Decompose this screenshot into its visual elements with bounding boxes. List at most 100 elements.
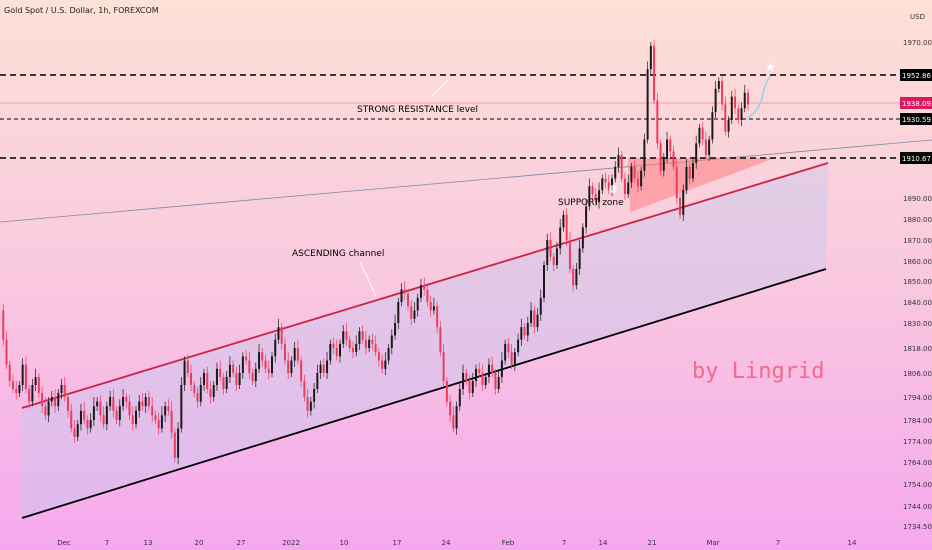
candle-body — [287, 360, 290, 373]
candle-body — [345, 331, 348, 340]
candle-body — [701, 127, 704, 140]
time-axis: Dec 7 13 20 27 2022 10 17 24 Feb 7 14 21 Mar 7 14 — [57, 539, 857, 547]
trend-line — [0, 139, 932, 223]
candle-body — [368, 339, 371, 348]
candle-body — [653, 45, 656, 101]
candle-body — [105, 406, 108, 425]
x-tick-label: 14 — [848, 539, 857, 547]
candle-body — [416, 297, 419, 311]
candle-body — [478, 368, 481, 373]
candle-body — [513, 352, 516, 365]
candle-body — [487, 364, 490, 377]
candle-body — [8, 364, 11, 381]
candle-body — [309, 401, 312, 411]
candle-body — [704, 139, 707, 156]
candle-body — [271, 356, 273, 373]
candle-body — [109, 397, 112, 407]
candle-body — [526, 323, 529, 336]
candle-body — [332, 343, 335, 348]
channel-lower-line — [21, 268, 827, 519]
candle-body — [47, 401, 50, 416]
price-level-tag — [900, 69, 932, 81]
candle-body — [500, 360, 503, 377]
candle-body — [215, 368, 218, 385]
candle-body — [2, 310, 5, 340]
candle-body — [57, 393, 60, 407]
candle-body — [552, 256, 555, 265]
x-tick-label: Feb — [502, 539, 515, 547]
candle-body — [734, 96, 737, 109]
candle-body — [585, 206, 588, 228]
candle-body — [37, 377, 40, 393]
candle-body — [685, 166, 688, 191]
candle-body — [649, 45, 652, 70]
candle-body — [5, 339, 8, 365]
price-level-tag — [900, 152, 932, 164]
candle-body — [11, 381, 14, 389]
candle-body — [28, 389, 31, 402]
candle-body — [429, 302, 432, 311]
y-tick-label: 1850.00 — [903, 278, 932, 286]
candle-body — [303, 381, 306, 397]
candle-body — [219, 368, 222, 377]
candle-body — [721, 81, 724, 105]
x-tick-label: 27 — [237, 539, 246, 547]
candle-body — [400, 289, 403, 302]
chart-title: Gold Spot / U.S. Dollar, 1h, FOREXCOM — [4, 6, 159, 15]
candle-body — [747, 92, 749, 105]
candle-body — [306, 397, 309, 411]
candle-body — [630, 166, 633, 183]
candle-body — [141, 401, 144, 407]
candle-body — [623, 178, 626, 195]
candle-body — [455, 406, 458, 429]
candle-body — [83, 410, 86, 420]
x-tick-label: 20 — [195, 539, 204, 547]
candle-body — [601, 178, 604, 191]
candle-body — [326, 360, 329, 373]
candle-body — [581, 227, 584, 249]
candle-body — [209, 389, 212, 397]
candle-body — [662, 159, 665, 171]
x-tick-label: 7 — [562, 539, 566, 547]
x-tick-label: Dec — [57, 539, 71, 547]
candle-body — [258, 352, 261, 369]
candle-body — [147, 397, 150, 407]
candle-body — [666, 139, 669, 159]
candle-body — [180, 385, 183, 429]
candle-body — [131, 415, 134, 425]
candle-body — [238, 373, 241, 385]
y-tick-label: 1806.00 — [903, 370, 932, 378]
candle-body — [21, 364, 24, 385]
candle-body — [70, 410, 73, 429]
candle-body — [640, 170, 643, 187]
candle-body — [160, 415, 163, 429]
y-tick-label: 1744.00 — [903, 503, 932, 511]
candle-body — [413, 310, 416, 319]
candle-body — [151, 406, 154, 416]
candle-body — [646, 69, 649, 140]
candle-body — [594, 194, 597, 203]
candle-body — [572, 269, 575, 286]
candle-body — [679, 198, 681, 215]
candle-body — [481, 373, 484, 385]
candle-body — [193, 385, 196, 393]
candle-body — [177, 428, 180, 458]
candle-body — [672, 151, 675, 167]
candle-body — [578, 248, 581, 269]
y-tick-label: 1794.00 — [903, 394, 932, 402]
candle-body — [212, 385, 215, 397]
candle-body — [620, 155, 623, 179]
candle-body — [714, 88, 717, 113]
candle-body — [135, 410, 137, 425]
candle-body — [248, 360, 251, 373]
price-level-tag — [900, 113, 932, 125]
candle-body — [232, 364, 235, 373]
candle-body — [112, 397, 115, 411]
candle-body — [86, 420, 89, 429]
candle-body — [267, 368, 270, 373]
candle-body — [138, 401, 141, 411]
candle-body — [196, 393, 199, 402]
candle-body — [669, 139, 672, 152]
candle-body — [329, 343, 332, 361]
